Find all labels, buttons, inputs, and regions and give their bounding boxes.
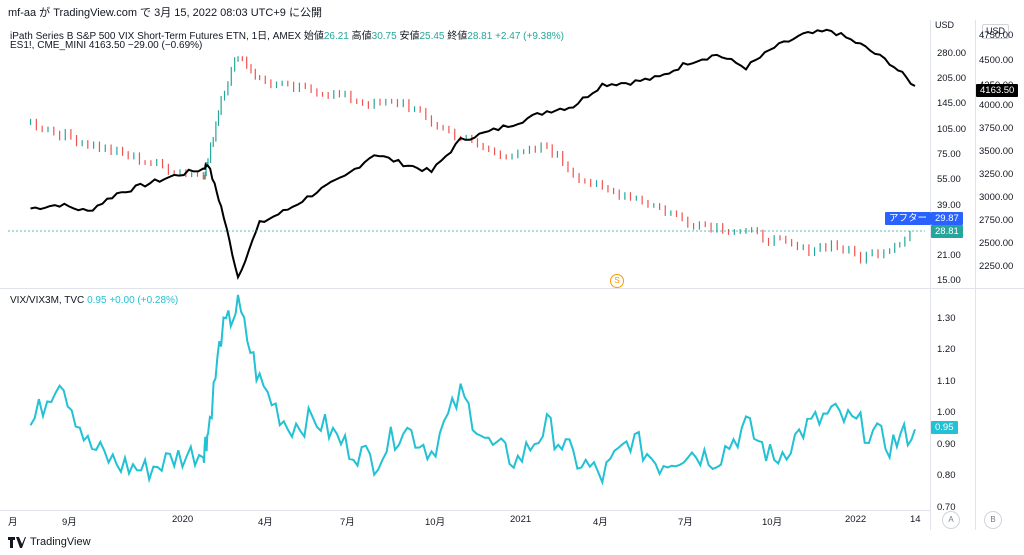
- time-tick-label: 7月: [678, 517, 693, 528]
- ratio-tick-label: 1.00: [937, 407, 956, 418]
- tradingview-logo[interactable]: TradingView: [8, 536, 91, 548]
- vxx-legend-name: iPath Series B S&P 500 VIX Short-Term Fu…: [10, 31, 302, 42]
- vxx-last-price-tag: 28.81: [931, 225, 963, 238]
- vxx-high-value: 30.75: [371, 31, 397, 42]
- time-tick-label: 2020: [172, 514, 194, 525]
- vxx-legend[interactable]: iPath Series B S&P 500 VIX Short-Term Fu…: [10, 27, 564, 42]
- time-tick-label: 4月: [258, 517, 273, 528]
- es-tick-label: 4500.00: [979, 55, 1014, 66]
- time-tick-label: 7月: [340, 517, 355, 528]
- es-last-price-tag: 4163.50: [976, 84, 1019, 97]
- time-tick-label: 14: [910, 514, 921, 525]
- time-tick-label: 2022: [845, 514, 867, 525]
- es-tick-label: 3000.00: [979, 192, 1014, 203]
- ratio-tick-label: 0.90: [937, 439, 956, 450]
- ratio-tick-label: 1.20: [937, 344, 956, 355]
- es-legend[interactable]: ES1!, CME_MINI 4163.50 −29.00 (−0.69%): [10, 40, 202, 51]
- es-tick-label: 2750.00: [979, 215, 1014, 226]
- vxx-tick-label: 280.00: [937, 48, 967, 59]
- ratio-legend-change: +0.00 (+0.28%): [109, 295, 179, 306]
- vxx-open-label: 始値: [303, 31, 324, 42]
- es-tick-label: 4750.00: [979, 30, 1014, 41]
- ratio-tick-label: 1.10: [937, 376, 956, 387]
- ratio-legend[interactable]: VIX/VIX3M, TVC 0.95 +0.00 (+0.28%): [10, 295, 178, 306]
- es-tick-label: 3500.00: [979, 146, 1014, 157]
- vxx-tick-label: 21.00: [937, 250, 961, 261]
- axis-separator-right: [975, 20, 976, 530]
- currency-left[interactable]: USD: [935, 20, 955, 30]
- es-legend-name: ES1!, CME_MINI: [10, 40, 87, 51]
- vxx-tick-label: 105.00: [937, 124, 967, 135]
- publish-info: mf-aa が TradingView.com で 3月 15, 2022 08…: [8, 7, 322, 19]
- vxx-change: +2.47 (+9.38%): [495, 31, 565, 42]
- ratio-last-price-tag: 0.95: [931, 421, 958, 434]
- vxx-low-label: 安値: [399, 31, 420, 42]
- ratio-tick-label: 0.80: [937, 470, 956, 481]
- vxx-open-value: 26.21: [323, 31, 349, 42]
- currency-right[interactable]: USD: [982, 24, 1010, 39]
- tradingview-brand-text: TradingView: [30, 536, 91, 548]
- ratio-legend-value: 0.95: [87, 295, 107, 306]
- ratio-tick-label: 1.30: [937, 313, 956, 324]
- time-tick-label: 4月: [593, 517, 608, 528]
- tradingview-logo-icon: [8, 536, 26, 548]
- es-legend-value: 4163.50: [88, 40, 126, 51]
- es-legend-change: −29.00 (−0.69%): [127, 40, 203, 51]
- after-hours-label-tag: アフター: [885, 212, 932, 225]
- b-scale-button[interactable]: B: [984, 511, 1002, 529]
- es-tick-label: 3750.00: [979, 123, 1014, 134]
- es-tick-label: 2500.00: [979, 238, 1014, 249]
- time-tick-label: 10月: [425, 517, 446, 528]
- pane-separator[interactable]: [0, 288, 1024, 289]
- after-hours-price-tag: 29.87: [931, 212, 963, 225]
- es-tick-label: 3250.00: [979, 169, 1014, 180]
- time-tick-label: 9月: [62, 517, 77, 528]
- vxx-series: [29, 56, 911, 264]
- vxx-low-value: 25.45: [419, 31, 445, 42]
- auto-scale-button[interactable]: A: [942, 511, 960, 529]
- es-tick-label: 2250.00: [979, 261, 1014, 272]
- time-tick-label: 10月: [762, 517, 783, 528]
- vxx-tick-label: 39.00: [937, 200, 961, 211]
- vxx-tick-label: 145.00: [937, 98, 967, 109]
- ratio-legend-name: VIX/VIX3M, TVC: [10, 295, 85, 306]
- ratio-line: [29, 294, 916, 486]
- vxx-high-label: 高値: [351, 31, 372, 42]
- time-axis-line: [0, 510, 930, 511]
- axis-separator-left: [930, 20, 931, 530]
- split-event-marker[interactable]: S: [610, 274, 624, 288]
- vxx-close-value: 28.81: [467, 31, 493, 42]
- time-tick-label: 月: [8, 517, 18, 528]
- vxx-tick-label: 205.00: [937, 73, 967, 84]
- vxx-close-label: 終値: [447, 31, 468, 42]
- vxx-tick-label: 15.00: [937, 275, 961, 286]
- time-tick-label: 2021: [510, 514, 532, 525]
- vxx-tick-label: 55.00: [937, 174, 961, 185]
- vxx-tick-label: 75.00: [937, 149, 961, 160]
- es-tick-label: 4000.00: [979, 100, 1014, 111]
- es-line: [30, 28, 916, 280]
- ratio-tick-label: 0.70: [937, 502, 956, 513]
